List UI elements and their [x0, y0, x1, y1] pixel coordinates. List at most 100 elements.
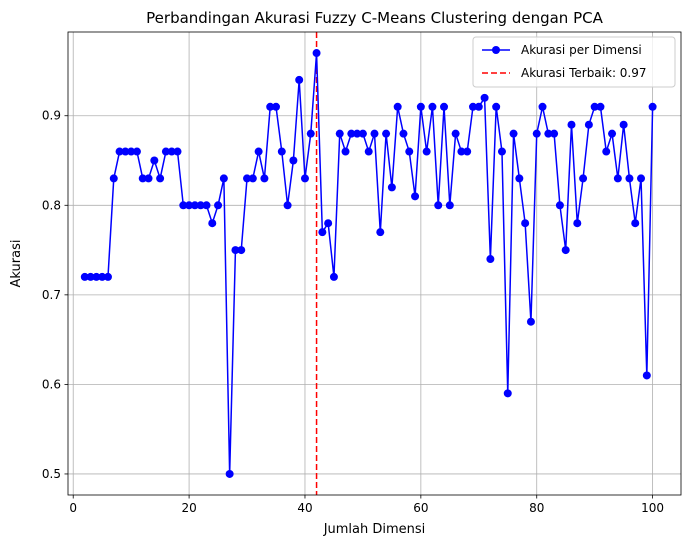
data-point — [150, 156, 159, 165]
data-point — [138, 174, 147, 183]
data-point — [428, 102, 437, 111]
x-tick-label: 40 — [297, 501, 312, 515]
data-point — [440, 102, 449, 111]
data-point — [376, 228, 385, 237]
legend-series-marker — [492, 46, 500, 54]
data-point — [121, 147, 130, 156]
data-point — [445, 201, 454, 210]
y-axis-label: Akurasi — [9, 240, 24, 288]
data-point — [86, 272, 95, 281]
data-point — [329, 272, 338, 281]
data-point — [631, 219, 640, 228]
data-point — [109, 174, 118, 183]
data-point — [451, 129, 460, 138]
data-point — [341, 147, 350, 156]
data-point — [573, 219, 582, 228]
data-point — [486, 255, 495, 264]
data-point — [642, 371, 651, 380]
data-point — [98, 272, 107, 281]
data-point — [295, 75, 304, 84]
data-point — [289, 156, 298, 165]
x-tick-label: 60 — [413, 501, 428, 515]
data-point — [648, 102, 657, 111]
data-point — [277, 147, 286, 156]
y-tick-label: 0.5 — [42, 467, 61, 481]
axis-ticks: 0 20 40 60 80 100 0.5 0.6 0.7 0.8 0.9 — [42, 109, 664, 515]
data-point — [358, 129, 367, 138]
data-point — [538, 102, 547, 111]
legend-series-label: Akurasi per Dimensi — [521, 43, 642, 57]
data-point — [132, 147, 141, 156]
data-point — [411, 192, 420, 201]
data-point — [312, 49, 321, 58]
data-point — [196, 201, 205, 210]
data-point — [579, 174, 588, 183]
legend-box — [472, 36, 676, 88]
data-point — [602, 147, 611, 156]
data-point — [243, 174, 252, 183]
data-point — [208, 219, 217, 228]
data-point — [405, 147, 414, 156]
data-point — [526, 317, 535, 326]
data-point — [92, 272, 101, 281]
data-point — [364, 147, 373, 156]
data-point — [190, 201, 199, 210]
y-tick-label: 0.7 — [42, 288, 61, 302]
data-point — [422, 147, 431, 156]
data-point — [382, 129, 391, 138]
data-point — [260, 174, 269, 183]
data-point — [219, 174, 228, 183]
data-point — [167, 147, 176, 156]
data-point — [318, 228, 327, 237]
data-point — [457, 147, 466, 156]
data-point — [416, 102, 425, 111]
data-point — [225, 469, 234, 478]
data-point — [300, 174, 309, 183]
series-layer — [80, 49, 657, 478]
data-point — [480, 93, 489, 102]
data-point — [335, 129, 344, 138]
data-point — [550, 129, 559, 138]
data-point — [161, 147, 170, 156]
x-axis-label: Jumlah Dimensi — [323, 522, 426, 537]
data-point — [283, 201, 292, 210]
data-point — [237, 246, 246, 255]
y-tick-label: 0.9 — [42, 109, 61, 123]
data-point — [387, 183, 396, 192]
legend-reference-label: Akurasi Terbaik: 0.97 — [521, 66, 647, 80]
data-point — [521, 219, 530, 228]
plot-area-frame — [67, 31, 682, 496]
data-point — [492, 102, 501, 111]
data-point — [266, 102, 275, 111]
x-tick-label: 0 — [69, 501, 77, 515]
data-point — [156, 174, 165, 183]
data-point — [347, 129, 356, 138]
data-point — [434, 201, 443, 210]
data-point — [214, 201, 223, 210]
legend: Akurasi per Dimensi Akurasi Terbaik: 0.9… — [472, 36, 676, 88]
data-point — [625, 174, 634, 183]
data-point — [393, 102, 402, 111]
data-point — [202, 201, 211, 210]
data-point — [127, 147, 136, 156]
y-tick-label: 0.6 — [42, 377, 61, 391]
data-point — [561, 246, 570, 255]
data-point — [515, 174, 524, 183]
data-point — [231, 246, 240, 255]
data-point — [115, 147, 124, 156]
data-point — [185, 201, 194, 210]
data-point — [584, 120, 593, 129]
data-point — [590, 102, 599, 111]
data-point — [463, 147, 472, 156]
data-point — [503, 389, 512, 398]
data-point — [370, 129, 379, 138]
data-point — [474, 102, 483, 111]
data-point — [596, 102, 605, 111]
data-point — [399, 129, 408, 138]
data-point — [509, 129, 518, 138]
chart-title: Perbandingan Akurasi Fuzzy C-Means Clust… — [146, 9, 603, 27]
data-point — [637, 174, 646, 183]
data-point — [306, 129, 315, 138]
data-point — [497, 147, 506, 156]
